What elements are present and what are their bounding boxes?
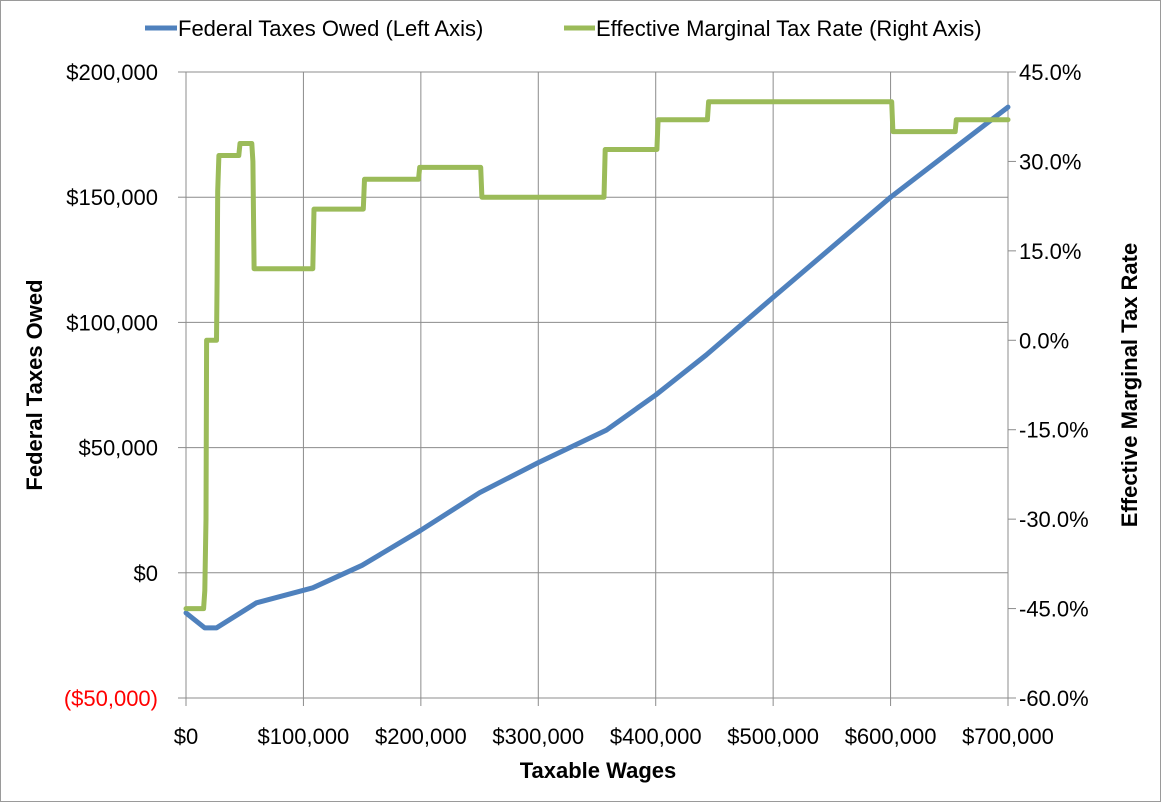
y-axis-title-left: Federal Taxes Owed <box>22 279 47 490</box>
y-right-tick-label: 0.0% <box>1019 328 1069 353</box>
x-tick-label: $0 <box>174 724 198 749</box>
y-right-tick-label: -15.0% <box>1019 418 1089 443</box>
y-left-tick-label: $0 <box>134 561 158 586</box>
y-right-tick-label: 15.0% <box>1019 239 1081 264</box>
x-tick-label: $400,000 <box>610 724 702 749</box>
y-axis-title-right: Effective Marginal Tax Rate <box>1117 243 1142 527</box>
grid-lines <box>185 71 1009 699</box>
y-left-tick-label: $100,000 <box>66 310 158 335</box>
y-right-tick-label: -60.0% <box>1019 686 1089 711</box>
y-right-tick-label: -45.0% <box>1019 597 1089 622</box>
y-right-tick-label: 45.0% <box>1019 60 1081 85</box>
tick-labels: ($50,000) $0 $50,000 $100,000 $150,000 $200,0… <box>64 60 1089 749</box>
series-line-marginal-rate <box>183 99 1011 612</box>
y-left-tick-label: ($50,000) <box>64 686 158 711</box>
axes <box>178 71 1016 706</box>
x-tick-label: $300,000 <box>492 724 584 749</box>
series-line-taxes-owed <box>183 104 1011 631</box>
y-left-tick-label: $50,000 <box>78 436 158 461</box>
legend-label-taxes-owed: Federal Taxes Owed (Left Axis) <box>178 16 483 41</box>
y-left-tick-label: $150,000 <box>66 185 158 210</box>
x-tick-label: $500,000 <box>727 724 819 749</box>
x-tick-label: $200,000 <box>375 724 467 749</box>
chart-legend: Federal Taxes Owed (Left Axis) Effective… <box>145 16 982 41</box>
x-tick-label: $600,000 <box>845 724 937 749</box>
y-right-tick-label: -30.0% <box>1019 507 1089 532</box>
y-right-tick-label: 30.0% <box>1019 149 1081 174</box>
x-tick-label: $100,000 <box>258 724 350 749</box>
x-tick-label: $700,000 <box>962 724 1054 749</box>
y-left-tick-label: $200,000 <box>66 60 158 85</box>
legend-label-marginal-rate: Effective Marginal Tax Rate (Right Axis) <box>596 16 982 41</box>
series-lines <box>183 99 1011 631</box>
x-axis-title: Taxable Wages <box>520 758 677 783</box>
